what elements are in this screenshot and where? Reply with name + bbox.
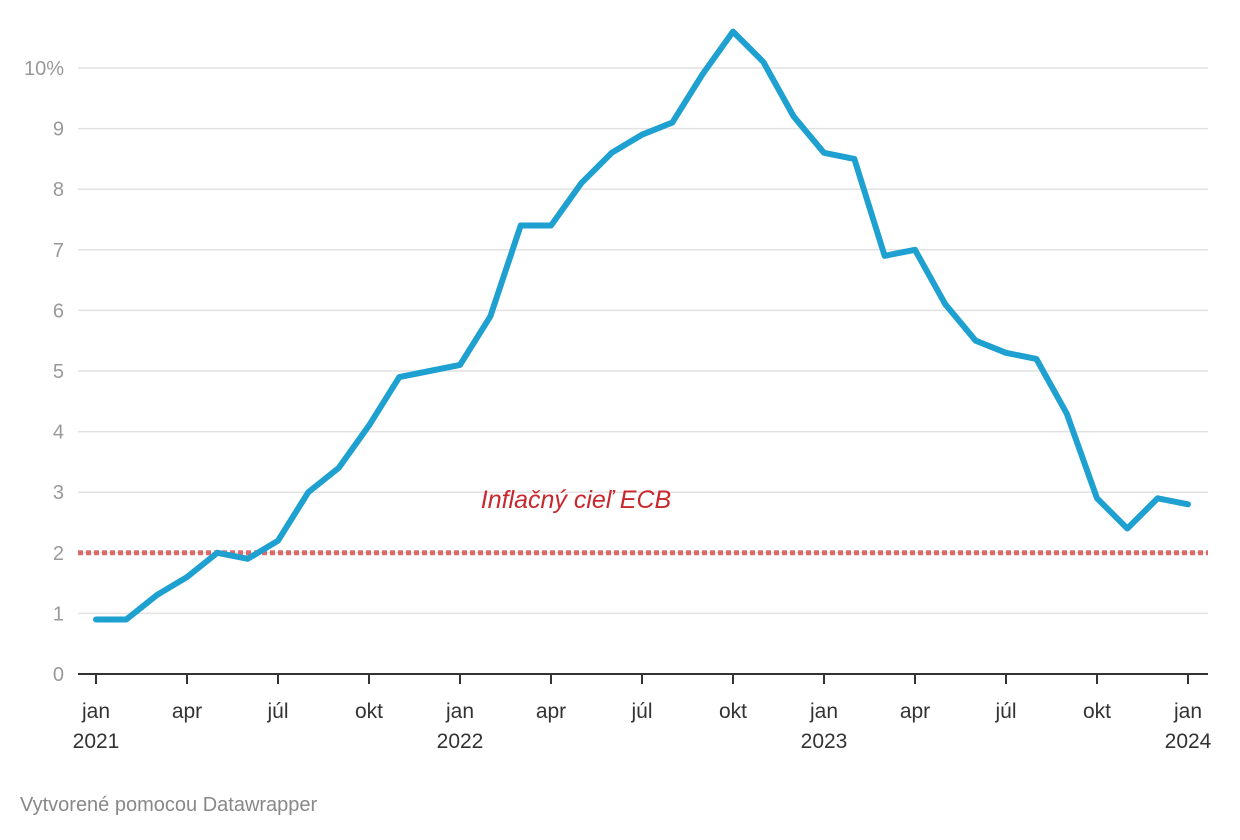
data-point (366, 423, 372, 429)
x-tick-label: apr (900, 700, 930, 723)
data-point (700, 71, 706, 77)
y-tick-label: 5 (53, 361, 64, 383)
data-point (821, 150, 827, 156)
reference-line-group: Inflačný cieľ ECB (78, 486, 1208, 556)
x-tick-label: apr (536, 700, 566, 723)
x-tick-label: júl (266, 700, 288, 723)
x-tick-label: júl (630, 700, 652, 723)
data-point (1185, 501, 1191, 507)
y-tick-label: 7 (53, 240, 64, 262)
series-line (93, 28, 1191, 623)
data-point (427, 368, 433, 374)
gridlines (78, 67, 1208, 615)
y-tick-label: 9 (53, 119, 64, 141)
x-year-label: 2022 (437, 730, 484, 753)
data-point (1124, 526, 1130, 532)
data-point (1094, 495, 1100, 501)
data-point (760, 59, 766, 65)
x-tick-label: okt (719, 700, 747, 723)
data-point (851, 156, 857, 162)
data-point (578, 180, 584, 186)
data-point (942, 301, 948, 307)
data-point (548, 223, 554, 229)
data-point (123, 616, 129, 622)
data-point (518, 223, 524, 229)
data-point (396, 374, 402, 380)
data-point (275, 538, 281, 544)
y-tick-label: 8 (53, 179, 64, 201)
data-point (1033, 356, 1039, 362)
x-tick-label: jan (445, 700, 474, 723)
data-point (882, 253, 888, 259)
data-point (609, 150, 615, 156)
data-point (791, 113, 797, 119)
data-point (93, 616, 99, 622)
x-tick-label: jan (1173, 700, 1202, 723)
y-tick-label: 6 (53, 300, 64, 322)
data-point (245, 556, 251, 562)
x-tick-label: okt (355, 700, 383, 723)
x-tick-label: okt (1083, 700, 1111, 723)
data-point (669, 120, 675, 126)
x-year-label: 2024 (1165, 730, 1212, 753)
x-tick-label: jan (809, 700, 838, 723)
x-year-label: 2023 (801, 730, 848, 753)
data-point (184, 574, 190, 580)
data-point (730, 29, 736, 35)
data-point (639, 132, 645, 138)
y-tick-label: 3 (53, 482, 64, 504)
data-point (1003, 350, 1009, 356)
y-axis: 0 1 2 3 4 5 6 7 8 9 10% (24, 58, 64, 686)
x-tick-label: jan (81, 700, 110, 723)
data-point (1064, 410, 1070, 416)
y-tick-label: 1 (53, 603, 64, 625)
chart-credit: Vytvorené pomocou Datawrapper (20, 794, 318, 816)
y-tick-label: 4 (53, 422, 64, 444)
x-axis: jan 2021 apr júl okt jan 2022 apr júl okt jan 2023 a… (73, 673, 1212, 753)
y-tick-label: 0 (53, 664, 64, 686)
x-tick-label: júl (994, 700, 1016, 723)
y-tick-label: 2 (53, 543, 64, 565)
data-point (912, 247, 918, 253)
series-group (93, 28, 1191, 623)
ecb-target-label: Inflačný cieľ ECB (481, 486, 671, 514)
data-point (305, 489, 311, 495)
x-tick-label: apr (172, 700, 202, 723)
data-point (1155, 495, 1161, 501)
data-point (154, 592, 160, 598)
x-year-label: 2021 (73, 730, 120, 753)
data-point (487, 313, 493, 319)
data-point (336, 465, 342, 471)
data-point (214, 550, 220, 556)
data-point (457, 362, 463, 368)
data-point (973, 338, 979, 344)
y-tick-label: 10% (24, 58, 64, 80)
